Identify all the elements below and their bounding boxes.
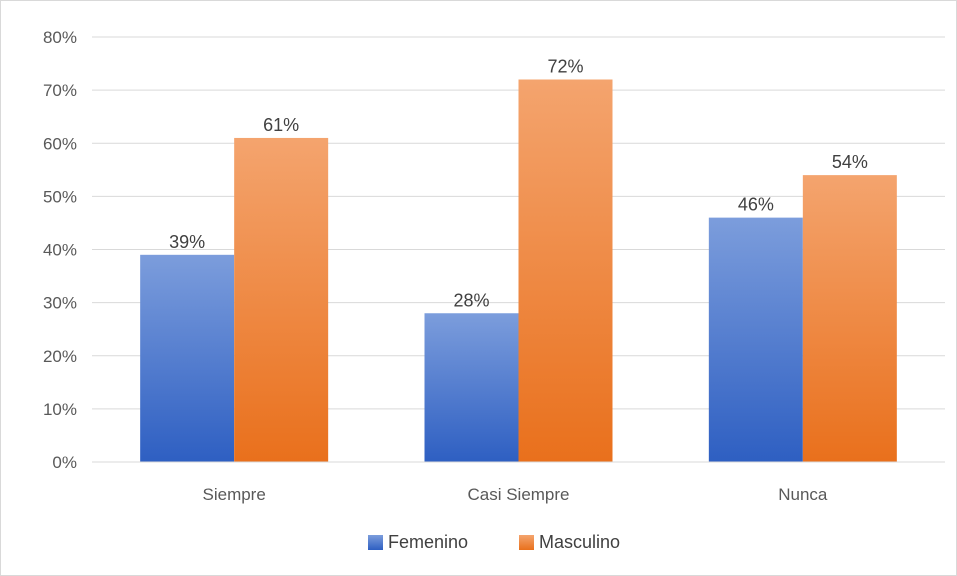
y-tick-label: 0% [52,453,77,472]
legend-label-masculino: Masculino [539,532,620,552]
y-tick-label: 30% [43,294,77,313]
bar-masculino-siempre [234,137,329,462]
data-labels: 39% 61% 28% 72% 46% 54% [169,57,868,311]
legend-label-femenino: Femenino [388,532,468,552]
data-label: 39% [169,232,205,252]
y-tick-label: 50% [43,187,77,206]
bar-masculino-nunca [802,175,897,462]
data-label: 61% [263,115,299,135]
bar-femenino-casi-siempre [424,313,519,462]
data-label: 28% [453,290,489,310]
y-tick-label: 10% [43,400,77,419]
bar-masculino-casi-siempre [518,79,613,462]
bars [140,79,897,462]
bar-femenino-siempre [140,254,235,462]
data-label: 72% [547,57,583,77]
y-tick-label: 40% [43,241,77,260]
y-tick-label: 80% [43,28,77,47]
y-axis-tick-labels: 0% 10% 20% 30% 40% 50% 60% 70% 80% [43,28,77,472]
legend: Femenino Masculino [368,532,620,552]
y-tick-label: 70% [43,81,77,100]
x-category-label: Casi Siempre [467,485,569,504]
legend-swatch-masculino [519,535,534,550]
x-category-label: Nunca [778,485,828,504]
data-label: 54% [832,152,868,172]
y-tick-label: 20% [43,347,77,366]
y-tick-label: 60% [43,134,77,153]
bar-femenino-nunca [708,217,803,462]
legend-swatch-femenino [368,535,383,550]
x-category-label: Siempre [203,485,266,504]
data-label: 46% [738,195,774,215]
x-axis-category-labels: Siempre Casi Siempre Nunca [203,485,828,504]
